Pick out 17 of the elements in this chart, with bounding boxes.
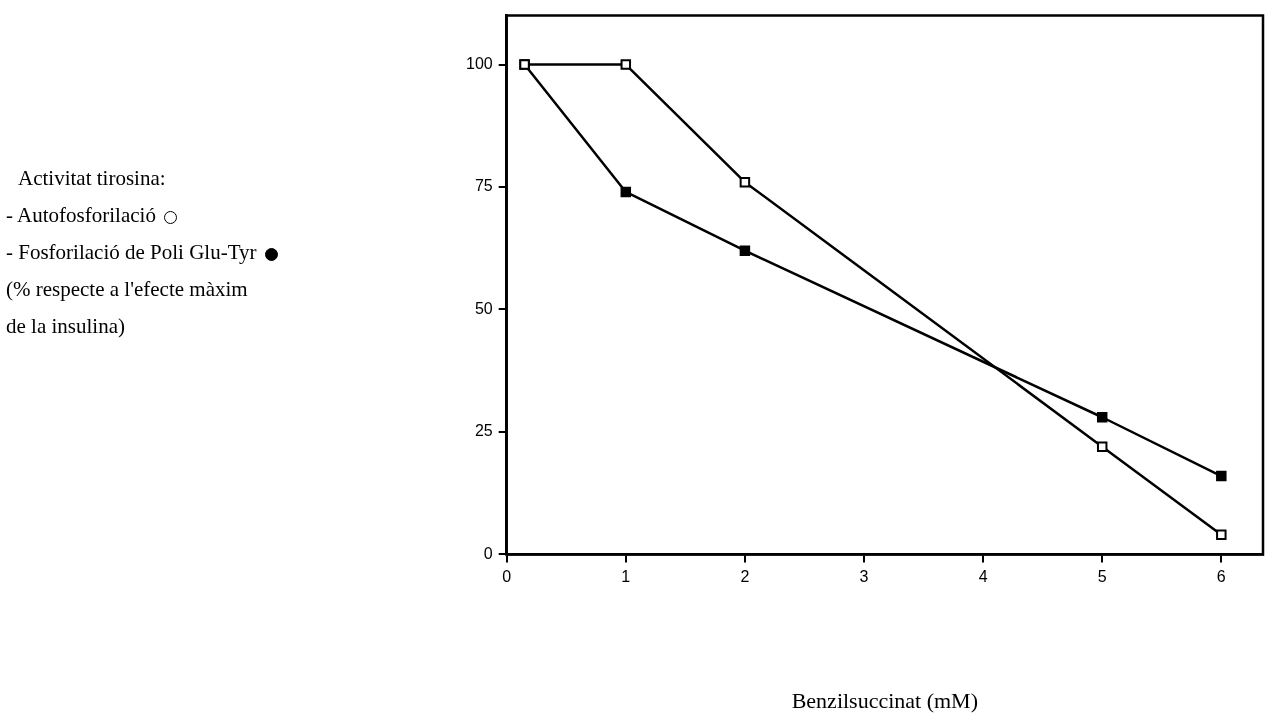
text: Activitat tirosina: <box>18 166 166 190</box>
x-tick-label: 0 <box>502 568 512 586</box>
x-axis-title: Benzilsuccinat (mM) <box>791 687 979 713</box>
x-tick-label: 1 <box>621 568 631 586</box>
x-tick-label: 2 <box>740 568 750 586</box>
y-tick-label: 25 <box>474 422 493 440</box>
x-tick-label: 4 <box>978 568 988 586</box>
x-tick-label: 5 <box>1097 568 1107 586</box>
text: (% respecte a l'efecte màxim de la insulina) <box>6 277 248 338</box>
y-tick-label: 100 <box>465 54 493 72</box>
y-tick-label: 75 <box>474 177 493 195</box>
x-tick-label: 6 <box>1216 568 1226 586</box>
text: - Autofosforilació <box>6 203 156 227</box>
x-tick-label: 3 <box>859 568 869 586</box>
y-tick-label: 50 <box>474 299 493 317</box>
text: - Fosforilació de Poli Glu-Tyr <box>6 240 257 264</box>
y-tick-label: 0 <box>483 544 493 562</box>
